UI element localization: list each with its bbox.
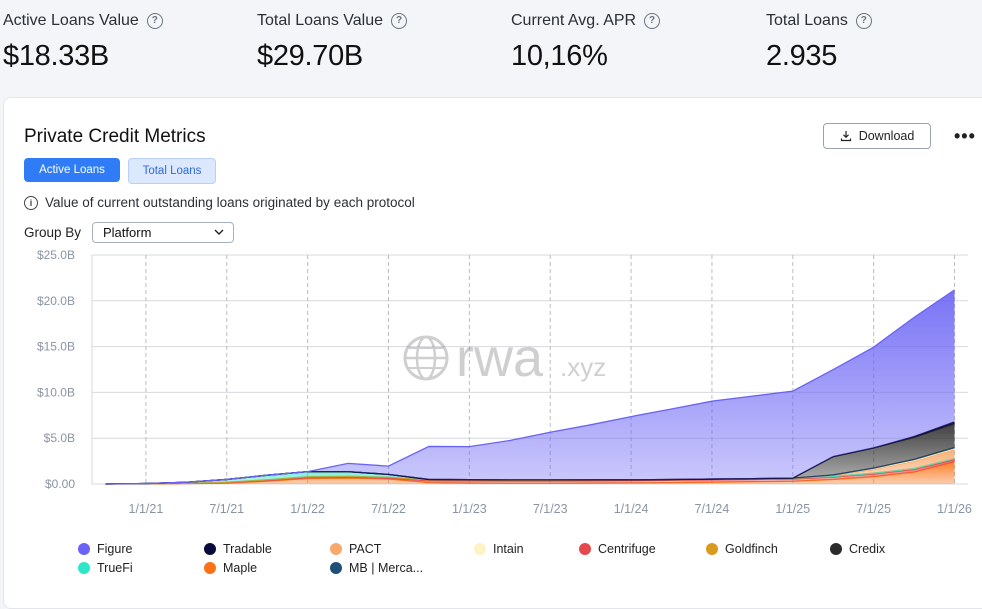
area-figure xyxy=(105,289,955,484)
legend-label: Intain xyxy=(493,542,524,556)
card-title: Private Credit Metrics xyxy=(24,126,206,147)
y-tick-label: $25.0B xyxy=(37,248,75,262)
legend-swatch xyxy=(78,562,90,574)
legend-label: PACT xyxy=(349,542,382,556)
legend-item-pact[interactable]: PACT xyxy=(330,542,381,556)
kpi-value: 2.935 xyxy=(766,40,838,72)
legend-swatch xyxy=(579,543,591,555)
kpi-label: Total Loans Value xyxy=(257,12,384,29)
legend-item-centrifuge[interactable]: Centrifuge xyxy=(579,542,656,556)
legend-label: Centrifuge xyxy=(598,542,656,556)
legend-swatch xyxy=(830,543,842,555)
kpi-label: Total Loans xyxy=(766,12,848,29)
legend-swatch xyxy=(78,543,90,555)
stacked-area-chart: $0.00 $5.0B $10.0B $15.0B $20.0B $25.0B 1/1/21… xyxy=(37,248,972,516)
watermark-text: rwa xyxy=(456,328,544,388)
kpi-label: Active Loans Value xyxy=(3,12,139,29)
legend-swatch xyxy=(204,543,216,555)
legend-swatch xyxy=(706,543,718,555)
legend-item-mb-merca[interactable]: MB | Merca... xyxy=(330,561,423,575)
x-tick-label: 1/1/23 xyxy=(452,502,487,516)
legend-item-figure[interactable]: Figure xyxy=(78,542,132,556)
legend-label: Figure xyxy=(97,542,133,556)
y-tick-label: $0.00 xyxy=(45,477,75,491)
legend-swatch xyxy=(204,562,216,574)
legend-item-tradable[interactable]: Tradable xyxy=(204,542,272,556)
tab-total-loans[interactable]: Total Loans xyxy=(128,158,216,184)
y-tick-label: $15.0B xyxy=(37,340,75,354)
chart-description: i Value of current outstanding loans ori… xyxy=(24,195,415,210)
group-by-value: Platform xyxy=(103,225,152,240)
x-tick-label: 1/1/25 xyxy=(775,502,810,516)
x-tick-label: 1/1/22 xyxy=(290,502,325,516)
x-tick-label: 7/1/22 xyxy=(371,502,406,516)
group-by-select[interactable]: Platform xyxy=(92,222,234,243)
kpi-total-loans-value: Total Loans Value? $29.70B xyxy=(257,12,408,73)
y-tick-label: $10.0B xyxy=(37,385,75,399)
tab-active-loans[interactable]: Active Loans xyxy=(24,158,120,182)
help-icon[interactable]: ? xyxy=(855,13,872,29)
legend-label: MB | Merca... xyxy=(349,561,424,575)
legend-label: Tradable xyxy=(223,542,272,556)
line-figure xyxy=(105,289,955,485)
legend-label: Credix xyxy=(849,542,886,556)
group-by-label: Group By xyxy=(24,225,82,240)
info-icon: i xyxy=(24,195,38,210)
kpi-label: Current Avg. APR xyxy=(511,12,637,29)
watermark-suffix: .xyz xyxy=(560,352,606,382)
legend-swatch xyxy=(330,543,342,555)
chevron-down-icon xyxy=(214,229,224,235)
plot-area: $0.00 $5.0B $10.0B $15.0B $20.0B $25.0B 1/1/21… xyxy=(37,248,972,516)
kpi-row: Active Loans Value? $18.33B Total Loans … xyxy=(0,0,982,92)
download-button[interactable]: Download xyxy=(823,123,931,149)
help-icon[interactable]: ? xyxy=(146,13,163,29)
more-options-icon[interactable]: ••• xyxy=(954,126,976,146)
x-tick-label: 7/1/21 xyxy=(209,502,244,516)
legend-item-goldfinch[interactable]: Goldfinch xyxy=(706,542,778,556)
download-label: Download xyxy=(858,129,915,143)
legend-item-intain[interactable]: Intain xyxy=(474,542,524,556)
legend-item-maple[interactable]: Maple xyxy=(204,561,257,575)
x-tick-label: 7/1/23 xyxy=(533,502,568,516)
kpi-active-loans-value: Active Loans Value? $18.33B xyxy=(3,12,163,73)
legend-label: Goldfinch xyxy=(725,542,778,556)
y-tick-label: $20.0B xyxy=(37,294,75,308)
legend-label: Maple xyxy=(223,561,258,575)
kpi-value: $18.33B xyxy=(3,40,109,72)
download-icon xyxy=(840,131,851,142)
kpi-current-avg-apr: Current Avg. APR? 10,16% xyxy=(511,12,661,73)
kpi-value: $29.70B xyxy=(257,40,363,72)
x-tick-label: 1/1/26 xyxy=(937,502,972,516)
info-text: Value of current outstanding loans origi… xyxy=(45,195,415,210)
legend-label: TrueFi xyxy=(97,561,133,575)
help-icon[interactable]: ? xyxy=(391,13,408,29)
legend-swatch xyxy=(474,543,486,555)
x-tick-label: 1/1/24 xyxy=(614,502,649,516)
legend-swatch xyxy=(330,562,342,574)
watermark: rwa .xyz xyxy=(403,328,606,388)
x-tick-label: 1/1/21 xyxy=(129,502,164,516)
y-tick-label: $5.0B xyxy=(44,431,75,445)
kpi-value: 10,16% xyxy=(511,40,608,72)
kpi-total-loans: Total Loans? 2.935 xyxy=(766,12,872,73)
private-credit-card: Private Credit Metrics Download ••• Acti… xyxy=(3,97,982,609)
legend-item-truefi[interactable]: TrueFi xyxy=(78,561,133,575)
x-tick-label: 7/1/25 xyxy=(856,502,891,516)
legend-item-credix[interactable]: Credix xyxy=(830,542,885,556)
chart-legend: Figure Tradable PACT Intain Centrifuge Goldfi… xyxy=(78,540,978,590)
help-icon[interactable]: ? xyxy=(644,13,661,29)
x-tick-label: 7/1/24 xyxy=(695,502,730,516)
globe-icon xyxy=(403,335,449,381)
